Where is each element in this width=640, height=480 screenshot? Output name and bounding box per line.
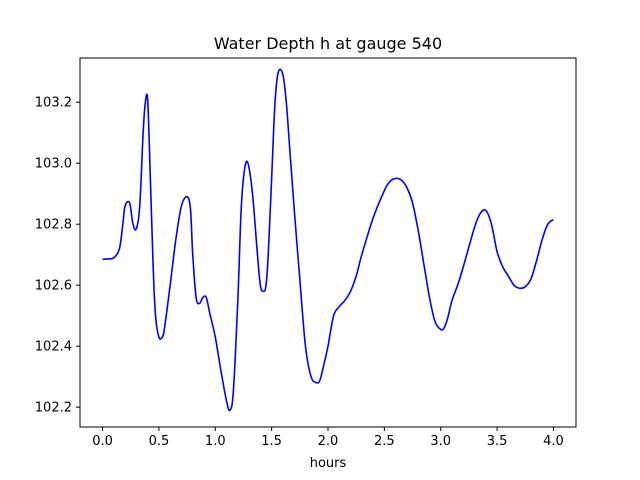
x-axis-label: hours: [310, 456, 347, 471]
y-tick-label: 102.8: [35, 218, 72, 233]
x-axis: 0.0 0.5 1.0 1.5 2.0 2.5 3.0 3.5 4.0: [92, 427, 564, 449]
x-tick-label: 2.5: [374, 434, 395, 449]
x-tick-label: 2.0: [318, 434, 339, 449]
y-tick-label: 102.6: [35, 279, 72, 294]
y-tick-label: 102.2: [35, 401, 72, 416]
y-tick-label: 103.0: [35, 157, 72, 172]
x-tick-label: 1.5: [261, 434, 282, 449]
x-tick-label: 4.0: [543, 434, 564, 449]
plot-area: [79, 57, 577, 428]
x-tick-label: 0.5: [149, 434, 170, 449]
x-tick-label: 3.0: [430, 434, 451, 449]
plot-frame: [79, 57, 577, 428]
chart-title: Water Depth h at gauge 540: [214, 34, 442, 53]
x-tick-label: 1.0: [205, 434, 226, 449]
y-tick-label: 103.2: [35, 96, 72, 111]
x-tick-label: 3.5: [487, 434, 508, 449]
y-tick-label: 102.4: [35, 340, 72, 355]
series-layer: [102, 68, 554, 412]
series-line: [102, 68, 554, 412]
y-axis: 102.2 102.4 102.6 102.8 103.0 103.2: [35, 96, 80, 416]
x-tick-label: 0.0: [92, 434, 113, 449]
